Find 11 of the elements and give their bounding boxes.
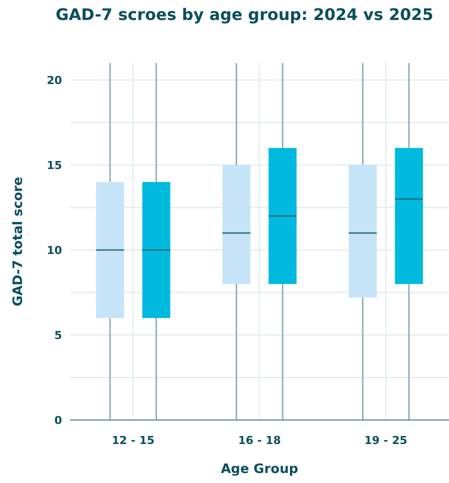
y-tick-label: 10 [46, 244, 62, 257]
y-tick-label: 0 [54, 414, 62, 427]
x-tick-label: 12 - 15 [112, 434, 155, 447]
y-tick-label: 15 [46, 158, 62, 172]
x-tick-label: 16 - 18 [238, 434, 281, 447]
y-tick-label: 5 [54, 328, 62, 342]
y-tick-label: 20 [46, 74, 62, 87]
x-axis-title: Age Group [220, 462, 298, 477]
x-tick-label: 19 - 25 [364, 434, 408, 447]
chart-title: GAD-7 scroes by age group: 2024 vs 2025 [56, 5, 434, 24]
y-axis-title: GAD-7 total score [11, 176, 26, 306]
